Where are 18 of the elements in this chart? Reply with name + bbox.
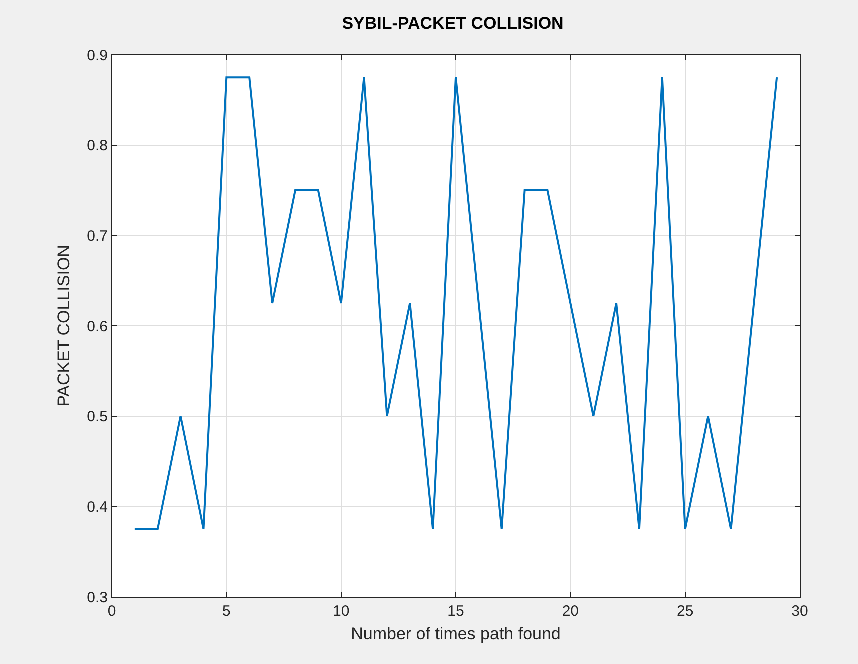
y-tick-label: 0.6 <box>87 318 108 336</box>
x-tick-label: 10 <box>332 603 350 620</box>
x-tick-label: 0 <box>108 603 116 620</box>
y-tick-label: 0.3 <box>87 589 108 606</box>
x-tick-label: 15 <box>448 603 464 620</box>
y-tick-label: 0.7 <box>87 228 108 245</box>
y-tick-label: 0.5 <box>87 408 108 426</box>
x-axis-title: Number of times path found <box>351 624 561 644</box>
x-tick-label: 5 <box>222 603 231 620</box>
x-tick-label: 20 <box>562 603 580 620</box>
line-series <box>134 76 778 530</box>
y-tick-label: 0.4 <box>87 498 108 516</box>
chart-title: SYBIL-PACKET COLLISION <box>342 14 564 34</box>
y-axis-title: PACKET COLLISION <box>54 245 74 407</box>
y-tick-label: 0.8 <box>87 138 108 155</box>
y-tick-label: 0.9 <box>87 47 108 64</box>
x-tick-label: 25 <box>676 603 694 620</box>
x-tick-label: 30 <box>792 603 808 620</box>
